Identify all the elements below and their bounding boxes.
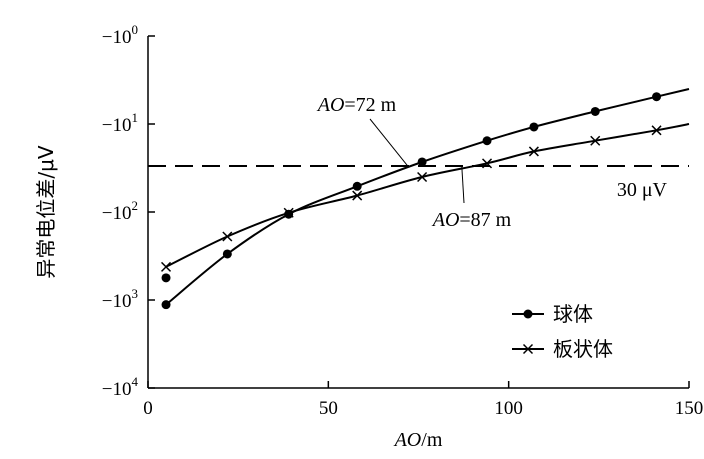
cross-stroke xyxy=(522,343,534,355)
series-plate xyxy=(161,123,690,272)
annotation-ao87: AO=87 m xyxy=(431,209,512,231)
legend: 球体 板状体 xyxy=(512,302,613,361)
cross-stroke xyxy=(651,125,662,136)
y-tick-label: −100 xyxy=(102,22,138,48)
data-point-plate xyxy=(161,261,172,272)
legend-cross-glyph xyxy=(522,343,534,355)
data-point-plate xyxy=(222,231,233,242)
data-point-sphere xyxy=(222,249,232,259)
cross-stroke xyxy=(352,190,363,201)
data-point-plate xyxy=(590,135,601,146)
y-ticks: −100 −101 −102 −103 −104 xyxy=(102,22,155,400)
y-axis-title: 异常电位差/μV xyxy=(34,145,58,278)
cross-stroke xyxy=(417,171,428,183)
series-layer xyxy=(161,88,690,310)
legend-marker-cross xyxy=(522,343,534,355)
data-point-sphere xyxy=(161,300,171,310)
x-tick-label: 50 xyxy=(319,398,338,419)
line-plate xyxy=(165,123,690,268)
data-point-plate xyxy=(417,171,428,183)
y-tick-label: −104 xyxy=(102,374,139,400)
data-point-sphere xyxy=(417,157,427,167)
data-point-plate xyxy=(352,190,363,201)
data-point-plate xyxy=(651,125,662,136)
data-point-plate xyxy=(481,158,493,169)
data-point-sphere-extra xyxy=(161,273,171,283)
annotation-leader-ao72 xyxy=(369,118,409,167)
cross-stroke xyxy=(528,146,539,157)
data-point-plate xyxy=(283,207,294,218)
data-point-sphere xyxy=(529,122,539,132)
reference-line-label: 30 μV xyxy=(617,179,668,201)
legend-entry-sphere: 球体 xyxy=(512,302,593,326)
annotation-layer: AO=72 m AO=87 m xyxy=(316,94,512,231)
data-point-plate xyxy=(528,146,539,157)
x-tick-label: 150 xyxy=(675,398,704,419)
data-point-sphere xyxy=(482,136,492,146)
data-point-sphere xyxy=(652,92,662,102)
x-axis-title: AO/m xyxy=(393,429,443,451)
y-tick-label: −101 xyxy=(102,110,138,136)
legend-label-sphere: 球体 xyxy=(553,302,593,326)
cross-stroke xyxy=(481,158,493,169)
axes xyxy=(147,36,689,389)
cross-stroke xyxy=(283,207,294,218)
y-tick-label: −102 xyxy=(102,198,138,224)
data-point-sphere xyxy=(590,106,600,116)
series-sphere xyxy=(161,88,690,310)
annotation-ao72: AO=72 m xyxy=(316,94,397,116)
cross-stroke xyxy=(161,261,172,272)
annotation-leader-ao87 xyxy=(461,165,465,204)
legend-marker-dot xyxy=(523,309,533,319)
line-sphere xyxy=(165,88,690,306)
x-tick-label: 100 xyxy=(494,398,523,419)
cross-stroke xyxy=(590,135,601,146)
data-point-sphere xyxy=(352,181,362,191)
x-tick-label: 0 xyxy=(143,398,153,419)
legend-entry-plate: 板状体 xyxy=(512,337,613,361)
x-ticks: 0 50 100 150 xyxy=(143,381,703,419)
legend-label-plate: 板状体 xyxy=(553,337,613,361)
cross-stroke xyxy=(222,231,233,242)
y-tick-label: −103 xyxy=(102,286,138,312)
